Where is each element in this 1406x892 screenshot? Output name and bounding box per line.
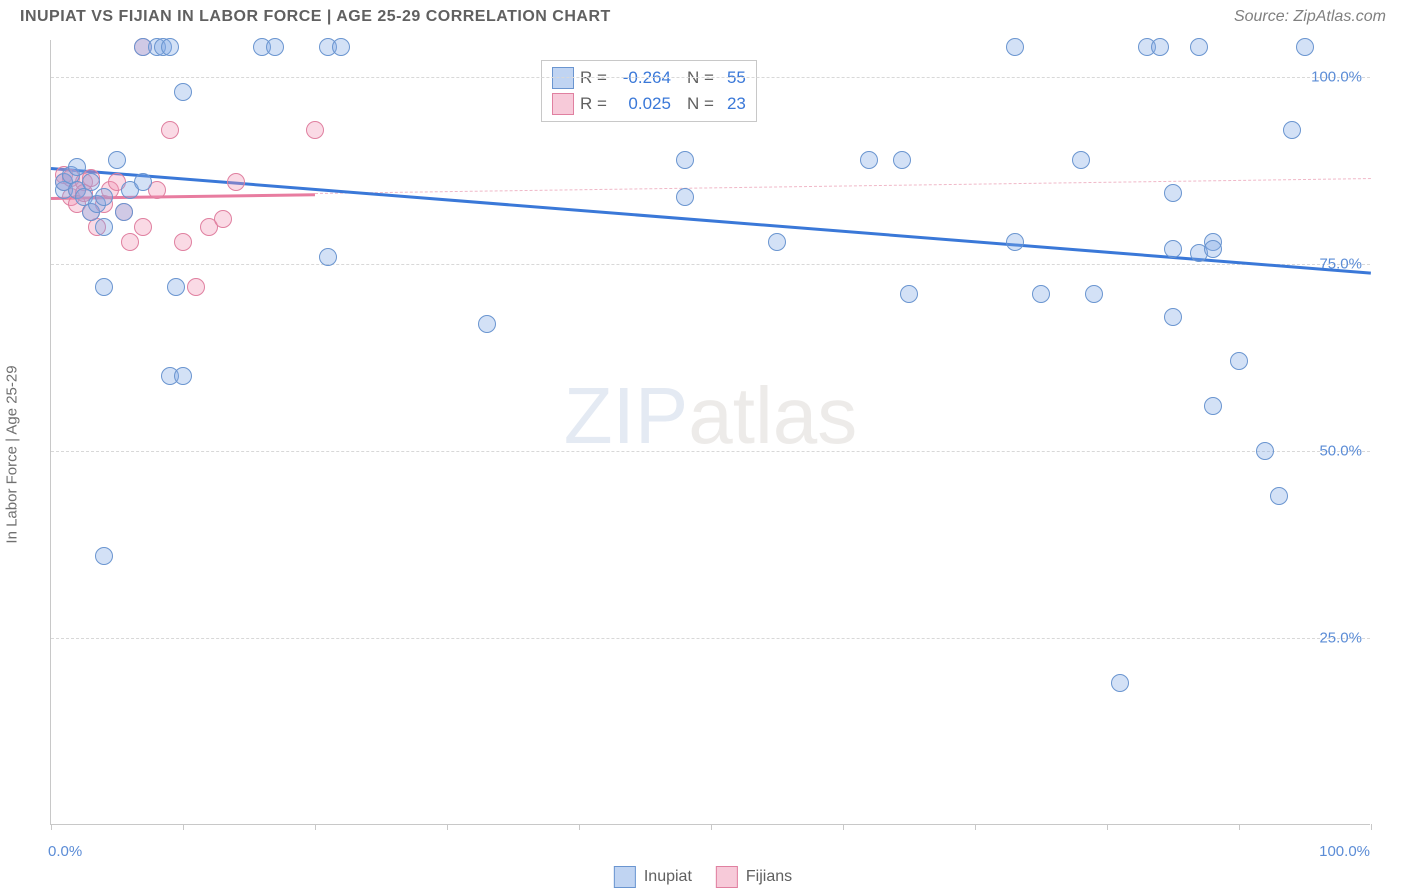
legend-label: Fijians xyxy=(746,868,792,886)
stat-n-value: 23 xyxy=(720,91,746,117)
data-point xyxy=(676,151,694,169)
x-tick xyxy=(1371,824,1372,830)
gridline xyxy=(51,638,1370,639)
trendline xyxy=(315,178,1371,194)
data-point xyxy=(108,151,126,169)
x-tick xyxy=(843,824,844,830)
y-axis-label: In Labor Force | Age 25-29 xyxy=(4,365,21,543)
data-point xyxy=(167,278,185,296)
x-tick xyxy=(1239,824,1240,830)
data-point xyxy=(1283,121,1301,139)
stat-n-label: N = xyxy=(687,91,714,117)
data-point xyxy=(768,233,786,251)
data-point xyxy=(1032,285,1050,303)
data-point xyxy=(161,121,179,139)
data-point xyxy=(115,203,133,221)
data-point xyxy=(1230,352,1248,370)
data-point xyxy=(478,315,496,333)
x-axis-max-label: 100.0% xyxy=(1319,843,1370,860)
data-point xyxy=(900,285,918,303)
legend-item: Inupiat xyxy=(614,866,692,888)
watermark: ZIPatlas xyxy=(564,370,857,462)
data-point xyxy=(214,210,232,228)
data-point xyxy=(227,173,245,191)
chart-title: INUPIAT VS FIJIAN IN LABOR FORCE | AGE 2… xyxy=(20,8,611,26)
gridline xyxy=(51,77,1370,78)
legend-swatch xyxy=(716,866,738,888)
legend: Inupiat Fijians xyxy=(614,866,792,888)
data-point xyxy=(174,367,192,385)
x-tick xyxy=(51,824,52,830)
data-point xyxy=(1006,38,1024,56)
legend-label: Inupiat xyxy=(644,868,692,886)
data-point xyxy=(676,188,694,206)
data-point xyxy=(95,188,113,206)
legend-swatch xyxy=(614,866,636,888)
y-tick-label: 50.0% xyxy=(1319,443,1362,460)
data-point xyxy=(1006,233,1024,251)
data-point xyxy=(187,278,205,296)
x-axis-min-label: 0.0% xyxy=(48,843,82,860)
data-point xyxy=(134,173,152,191)
legend-swatch xyxy=(552,93,574,115)
data-point xyxy=(1085,285,1103,303)
data-point xyxy=(332,38,350,56)
x-tick xyxy=(579,824,580,830)
data-point xyxy=(1270,487,1288,505)
plot-area: ZIPatlas R =-0.264N =55R =0.025N =23 25.… xyxy=(50,40,1370,825)
data-point xyxy=(95,547,113,565)
stats-box: R =-0.264N =55R =0.025N =23 xyxy=(541,60,757,122)
gridline xyxy=(51,451,1370,452)
gridline xyxy=(51,264,1370,265)
data-point xyxy=(1256,442,1274,460)
data-point xyxy=(893,151,911,169)
data-point xyxy=(1296,38,1314,56)
x-tick xyxy=(183,824,184,830)
data-point xyxy=(95,218,113,236)
data-point xyxy=(1072,151,1090,169)
y-tick-label: 25.0% xyxy=(1319,630,1362,647)
data-point xyxy=(306,121,324,139)
data-point xyxy=(266,38,284,56)
data-point xyxy=(1204,397,1222,415)
data-point xyxy=(1111,674,1129,692)
data-point xyxy=(174,83,192,101)
stat-r-label: R = xyxy=(580,91,607,117)
data-point xyxy=(68,158,86,176)
data-point xyxy=(1164,240,1182,258)
data-point xyxy=(1204,240,1222,258)
data-point xyxy=(174,233,192,251)
data-point xyxy=(95,278,113,296)
data-point xyxy=(1151,38,1169,56)
data-point xyxy=(1190,38,1208,56)
x-tick xyxy=(315,824,316,830)
x-tick xyxy=(975,824,976,830)
x-tick xyxy=(447,824,448,830)
stats-row: R =0.025 N =23 xyxy=(552,91,746,117)
data-point xyxy=(121,233,139,251)
data-point xyxy=(161,38,179,56)
data-point xyxy=(82,173,100,191)
title-bar: INUPIAT VS FIJIAN IN LABOR FORCE | AGE 2… xyxy=(0,0,1406,26)
stat-r-value: 0.025 xyxy=(613,91,671,117)
legend-item: Fijians xyxy=(716,866,792,888)
source-label: Source: ZipAtlas.com xyxy=(1234,8,1386,26)
y-tick-label: 100.0% xyxy=(1311,69,1362,86)
data-point xyxy=(1164,184,1182,202)
data-point xyxy=(319,248,337,266)
data-point xyxy=(134,218,152,236)
x-tick xyxy=(711,824,712,830)
data-point xyxy=(1164,308,1182,326)
x-tick xyxy=(1107,824,1108,830)
data-point xyxy=(860,151,878,169)
